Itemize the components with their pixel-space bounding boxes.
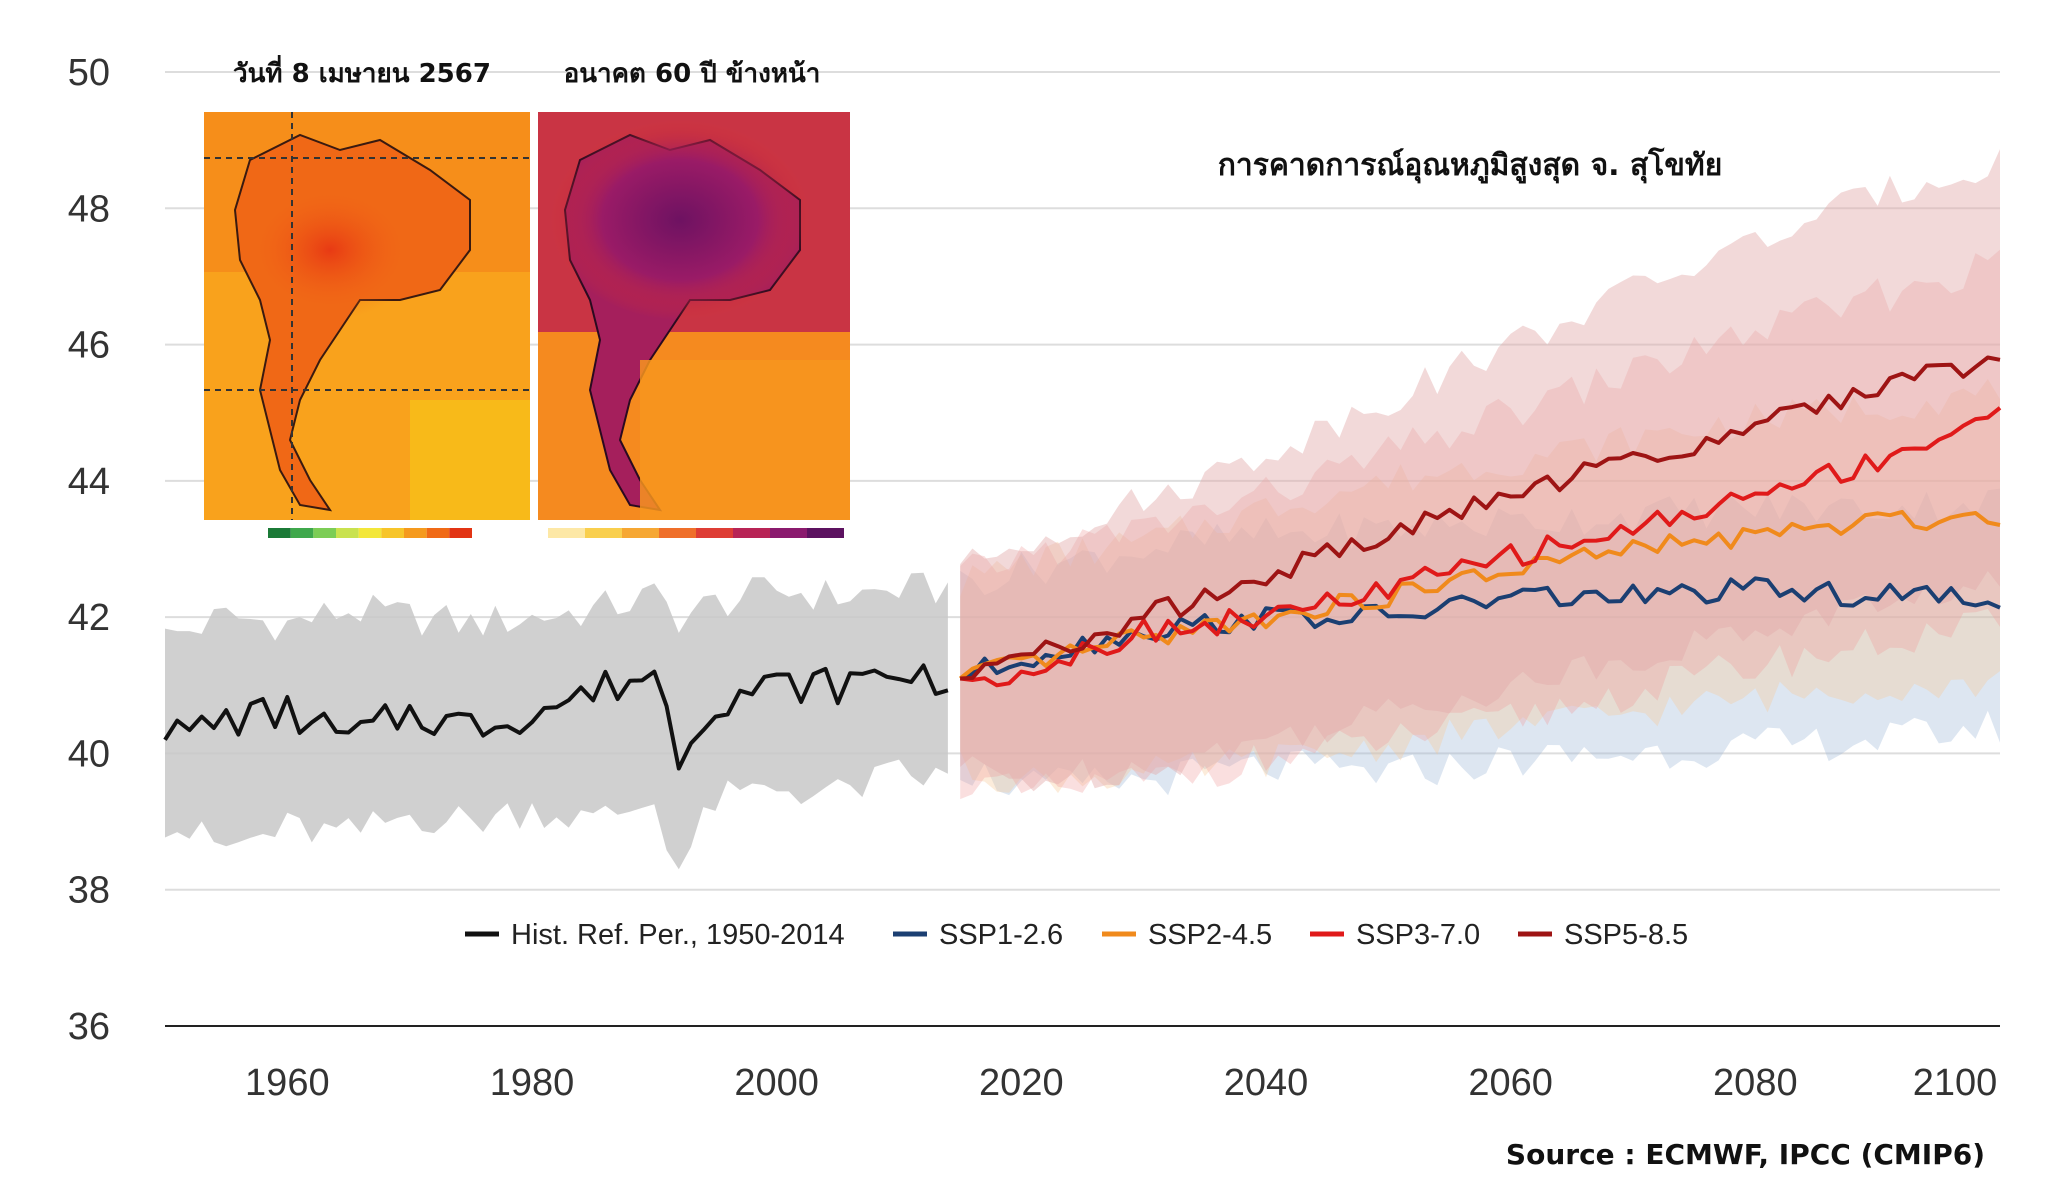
map-april-2024: วันที่ 8 เมษายน 2567: [204, 54, 530, 538]
x-tick-label: 1960: [245, 1062, 330, 1104]
line-ssp2-4-5: [958, 509, 2001, 681]
band-ssp2-4-5: [960, 379, 2001, 794]
legend-label: Hist. Ref. Per., 1950-2014: [511, 919, 845, 951]
y-tick-label: 42: [68, 597, 110, 639]
colorbar-right: [548, 528, 844, 538]
hotspot: [240, 180, 420, 320]
colorbar-swatch: [733, 528, 770, 538]
colorbar-swatch: [696, 528, 733, 538]
legend-label: SSP3-7.0: [1356, 919, 1480, 951]
legend-label: SSP5-8.5: [1564, 919, 1688, 951]
colorbar-swatch: [585, 528, 622, 538]
colorbar-swatch: [807, 528, 844, 538]
colorbar-swatch: [381, 528, 404, 538]
x-tick-label: 2040: [1224, 1062, 1309, 1104]
sea-region: [640, 360, 850, 520]
x-tick-label: 2080: [1713, 1062, 1798, 1104]
legend-label: SSP1-2.6: [939, 919, 1063, 951]
colorbar-swatch: [659, 528, 696, 538]
colorbar-swatch: [336, 528, 359, 538]
chart-title: การคาดการณ์อุณหภูมิสูงสุด จ. สุโขทัย: [1218, 146, 1723, 184]
x-tick-label: 2060: [1468, 1062, 1553, 1104]
line-hist-ref-per-1950-2014: [163, 663, 949, 771]
x-tick-labels: 1960 1980 2000 2020 2040 2060 2080 2100: [245, 1062, 1997, 1104]
y-tick-labels: 36 38 40 42 44 46 48 50: [68, 52, 110, 1048]
source-note: Source : ECMWF, IPCC (CMIP6): [1506, 1138, 1985, 1171]
colorbar-swatch: [268, 528, 291, 538]
colorbar-left: [268, 528, 472, 538]
y-tick-label: 48: [68, 188, 110, 230]
sea-region: [410, 400, 530, 520]
x-tick-label: 1980: [490, 1062, 575, 1104]
line-ssp3-7-0: [959, 406, 2002, 688]
colorbar-swatch: [358, 528, 382, 538]
line-ssp5-8-5: [960, 355, 2001, 681]
y-tick-label: 40: [68, 733, 110, 775]
series-lines: [163, 355, 2002, 771]
x-tick-label: 2020: [979, 1062, 1064, 1104]
legend-label: SSP2-4.5: [1148, 919, 1272, 951]
band-ssp3-7-0: [960, 249, 2001, 800]
colorbar-swatch: [622, 528, 659, 538]
colorbar-swatch: [404, 528, 427, 538]
colorbar-swatch: [290, 528, 314, 538]
y-tick-label: 50: [68, 52, 110, 94]
map-future-60-years: อนาคต 60 ปี ข้างหน้า: [538, 59, 850, 538]
band-hist-ref-per-1950-2014: [165, 572, 948, 870]
map-caption: วันที่ 8 เมษายน 2567: [233, 54, 491, 89]
colorbar-swatch: [313, 528, 336, 538]
colorbar-swatch: [548, 528, 585, 538]
band-ssp1-2-6: [960, 488, 2001, 796]
colorbar-swatch: [770, 528, 807, 538]
y-tick-label: 44: [68, 461, 110, 503]
x-tick-label: 2100: [1913, 1062, 1998, 1104]
hotspot: [550, 120, 810, 320]
y-tick-label: 36: [68, 1006, 110, 1048]
map-caption: อนาคต 60 ปี ข้างหน้า: [564, 59, 821, 89]
legend: Hist. Ref. Per., 1950-2014 SSP1-2.6 SSP2-4…: [465, 919, 1688, 951]
x-tick-label: 2000: [734, 1062, 819, 1104]
y-tick-label: 38: [68, 870, 110, 912]
colorbar-swatch: [449, 528, 472, 538]
colorbar-swatch: [426, 528, 450, 538]
y-tick-label: 46: [68, 325, 110, 367]
